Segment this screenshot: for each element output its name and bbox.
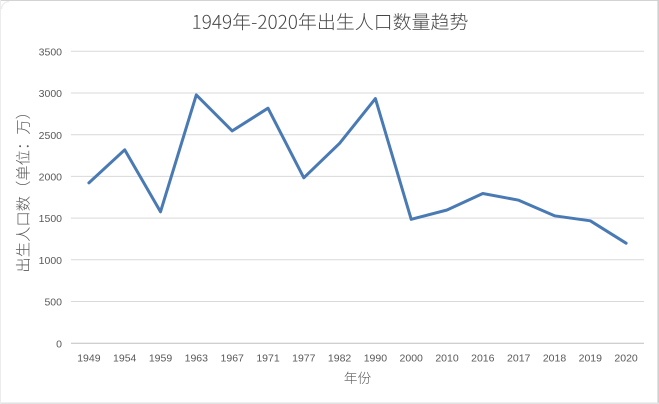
svg-text:1959: 1959 [149, 352, 173, 364]
svg-text:3000: 3000 [39, 88, 63, 100]
svg-text:2016: 2016 [471, 352, 495, 364]
svg-text:1500: 1500 [39, 213, 63, 225]
svg-text:1977: 1977 [292, 352, 316, 364]
svg-text:2017: 2017 [507, 352, 531, 364]
svg-text:2010: 2010 [435, 352, 459, 364]
svg-text:2020: 2020 [614, 352, 638, 364]
svg-text:1971: 1971 [256, 352, 280, 364]
svg-text:1990: 1990 [364, 352, 388, 364]
svg-text:0: 0 [56, 338, 62, 350]
svg-text:1954: 1954 [113, 352, 137, 364]
svg-text:2019: 2019 [579, 352, 603, 364]
svg-text:2000: 2000 [39, 172, 63, 184]
svg-text:2000: 2000 [400, 352, 424, 364]
svg-text:1000: 1000 [39, 255, 63, 267]
svg-text:1967: 1967 [221, 352, 245, 364]
svg-text:2018: 2018 [543, 352, 567, 364]
svg-text:1982: 1982 [328, 352, 352, 364]
svg-text:1963: 1963 [185, 352, 209, 364]
svg-text:500: 500 [44, 297, 62, 309]
svg-text:3500: 3500 [39, 46, 63, 58]
svg-text:2500: 2500 [39, 130, 63, 142]
svg-text:1949: 1949 [77, 352, 101, 364]
